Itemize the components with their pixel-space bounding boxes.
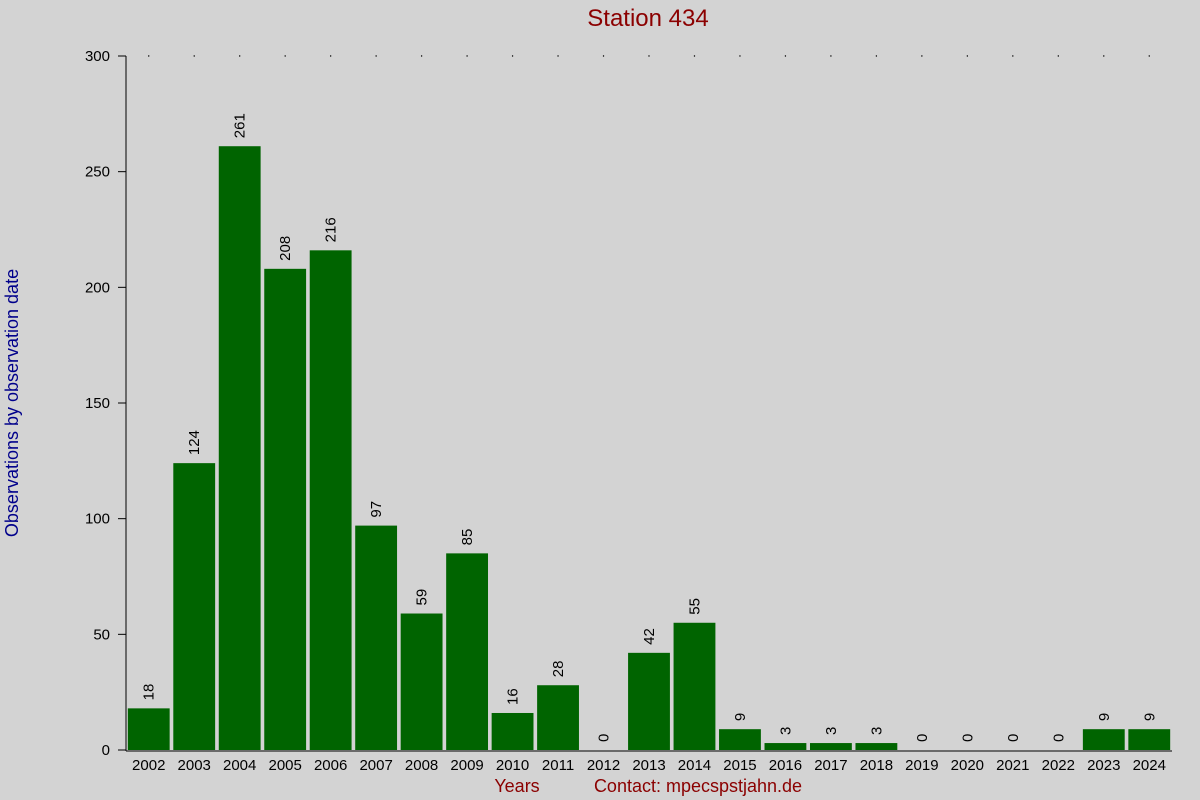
x-tick-label: 2021 — [996, 757, 1029, 774]
y-tick-label: 200 — [85, 279, 110, 296]
value-label: 97 — [368, 501, 385, 518]
x-tick-label: 2014 — [678, 757, 711, 774]
value-label: 0 — [914, 734, 931, 742]
value-label: 3 — [823, 727, 840, 735]
y-tick-label: 50 — [93, 626, 110, 643]
x-tick-label: 2015 — [723, 757, 756, 774]
top-dot — [466, 55, 468, 57]
x-tick-label: 2008 — [405, 757, 438, 774]
value-label: 3 — [868, 727, 885, 735]
top-dot — [602, 55, 605, 57]
top-dot — [648, 55, 650, 57]
top-dot — [148, 55, 150, 57]
y-tick-label: 250 — [85, 164, 110, 181]
bar — [855, 743, 898, 750]
bar — [537, 685, 579, 750]
value-label: 85 — [459, 529, 476, 546]
value-label: 55 — [686, 598, 703, 615]
bar — [764, 743, 807, 750]
x-tick-label: 2018 — [860, 757, 893, 774]
x-tick-label: 2011 — [542, 757, 574, 774]
value-label: 0 — [1050, 734, 1067, 742]
bar — [264, 268, 307, 750]
y-tick-label: 300 — [85, 48, 110, 65]
x-tick-label: 2004 — [223, 757, 256, 774]
y-tick-label: 150 — [85, 395, 110, 412]
top-dot — [693, 55, 696, 57]
top-dot — [1148, 55, 1150, 57]
value-label: 261 — [232, 113, 249, 138]
value-label: 124 — [186, 430, 203, 455]
contact-annotation: Contact: mpecspstjahn.de — [594, 776, 802, 796]
value-label: 28 — [550, 661, 567, 678]
bar — [309, 250, 352, 750]
top-dot — [739, 55, 741, 57]
value-label: 16 — [505, 688, 522, 705]
bar — [446, 553, 489, 750]
x-tick-label: 2006 — [314, 757, 347, 774]
value-label: 42 — [641, 628, 658, 645]
value-label: 59 — [414, 589, 431, 606]
top-dot — [1103, 55, 1105, 57]
value-label: 9 — [732, 713, 749, 721]
x-tick-label: 2002 — [132, 757, 165, 774]
y-tick-label: 0 — [102, 742, 110, 759]
x-tick-label: 2017 — [814, 757, 847, 774]
bar — [400, 613, 443, 750]
value-label: 3 — [777, 727, 794, 735]
top-dot — [511, 55, 514, 57]
x-tick-label: 2009 — [450, 757, 483, 774]
bar — [809, 743, 852, 750]
value-label: 208 — [277, 236, 294, 261]
value-label: 0 — [1005, 734, 1022, 742]
bar — [173, 463, 216, 750]
top-dot — [1057, 55, 1060, 57]
x-axis-label: Years — [494, 776, 539, 796]
x-tick-label: 2007 — [359, 757, 392, 774]
x-tick-label: 2005 — [268, 757, 301, 774]
y-axis-label: Observations by observation date — [2, 269, 22, 537]
x-tick-label: 2016 — [769, 757, 802, 774]
value-label: 216 — [323, 217, 340, 242]
bar — [491, 712, 534, 750]
top-dot — [875, 55, 878, 57]
x-tick-label: 2023 — [1087, 757, 1120, 774]
bar — [218, 146, 261, 751]
top-dot — [557, 55, 559, 57]
x-tick-label: 2003 — [178, 757, 211, 774]
top-dot — [784, 55, 787, 57]
top-dot — [193, 55, 195, 57]
top-dot — [921, 55, 923, 57]
x-tick-label: 2019 — [905, 757, 938, 774]
x-tick-label: 2012 — [587, 757, 620, 774]
value-label: 0 — [596, 734, 613, 742]
top-dot — [238, 55, 241, 57]
bar — [1082, 729, 1125, 750]
top-dot — [329, 55, 332, 57]
bar — [355, 525, 398, 750]
top-dot — [1012, 55, 1014, 57]
bar — [719, 729, 761, 750]
bar — [1128, 729, 1171, 750]
x-tick-label: 2020 — [951, 757, 984, 774]
y-tick-label: 100 — [85, 511, 110, 528]
x-tick-label: 2010 — [496, 757, 529, 774]
x-tick-label: 2013 — [632, 757, 665, 774]
top-dot — [375, 55, 377, 57]
value-label: 18 — [141, 684, 158, 701]
bar — [628, 652, 670, 750]
value-label: 0 — [959, 734, 976, 742]
x-tick-label: 2022 — [1042, 757, 1075, 774]
top-dot — [966, 55, 969, 57]
x-tick-label: 2024 — [1133, 757, 1166, 774]
chart-title: Station 434 — [587, 5, 708, 32]
bar — [127, 708, 170, 750]
top-dot — [420, 55, 423, 57]
top-dot — [830, 55, 832, 57]
value-label: 9 — [1096, 713, 1113, 721]
top-dot — [284, 55, 286, 57]
value-label: 9 — [1141, 713, 1158, 721]
bar — [673, 622, 716, 750]
